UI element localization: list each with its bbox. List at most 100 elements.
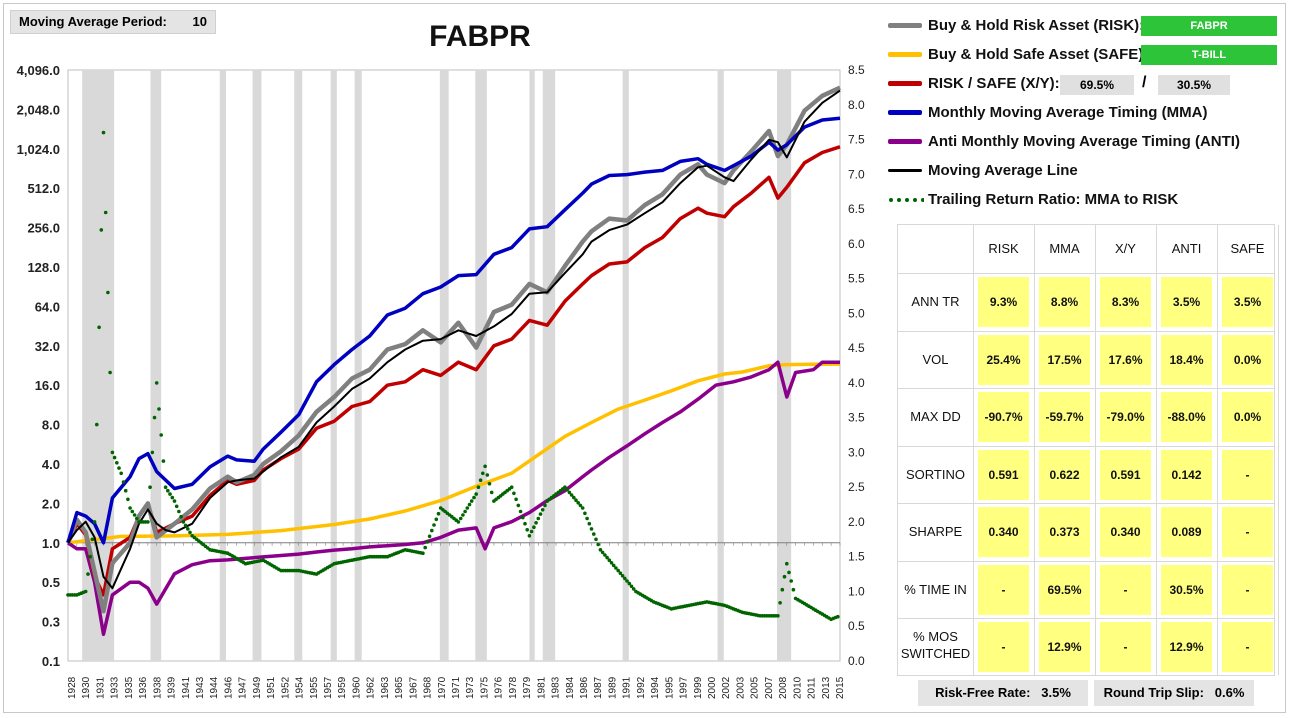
series-line-mma: [66, 116, 841, 545]
y-left-tick-label: 4,096.0: [17, 63, 60, 78]
y-right-tick-label: 3.0: [848, 445, 865, 459]
ratio-dot: [478, 478, 483, 483]
x-tick-label: 2010: [792, 676, 803, 699]
series-line-risk: [65, 85, 841, 614]
xy-safe-pct-box[interactable]: 30.5%: [1158, 75, 1230, 95]
safe-ticker-box[interactable]: T-BILL: [1141, 45, 1277, 65]
moving-average-period-label: Moving Average Period:: [19, 14, 167, 29]
ratio-dot: [629, 584, 634, 589]
round-trip-slip-value[interactable]: 0.6%: [1214, 685, 1245, 700]
risk-free-rate-value[interactable]: 3.5%: [1041, 685, 1071, 700]
chart-title: FABPR: [429, 20, 531, 53]
ratio-dot: [436, 511, 441, 516]
recession-band: [252, 70, 262, 661]
x-tick-label: 1931: [95, 676, 106, 699]
ratio-dot: [126, 497, 130, 502]
x-tick-label: 1951: [266, 676, 277, 699]
ratio-dot: [789, 579, 793, 583]
ratio-dot: [170, 495, 175, 500]
stats-cell: 0.591: [1100, 449, 1151, 500]
ratio-dot: [587, 521, 592, 526]
y-left-tick-label: 1,024.0: [17, 142, 60, 157]
x-tick-label: 1997: [679, 676, 690, 699]
stats-grid-hline: [898, 273, 1274, 274]
xy-risk-pct-box[interactable]: 69.5%: [1060, 75, 1134, 95]
stats-cell: 12.9%: [1161, 622, 1212, 672]
y-left-tick-label: 2.0: [42, 496, 60, 511]
ratio-dot: [177, 509, 181, 514]
stats-row-label-line: SWITCHED: [900, 646, 971, 661]
recession-band: [622, 70, 629, 661]
recession-band: [439, 70, 449, 661]
x-tick-label: 1983: [551, 676, 562, 699]
y-left-tick-label: 4.0: [42, 457, 60, 472]
ratio-dot: [430, 528, 434, 533]
stats-grid-hline: [898, 330, 1274, 332]
stats-cell: -90.7%: [978, 392, 1029, 442]
y-right-tick-label: 4.5: [848, 341, 865, 355]
stats-cell: -88.0%: [1161, 392, 1212, 442]
ratio-dot: [620, 574, 625, 578]
y-right-tick-label: 1.0: [848, 584, 865, 598]
y-right-tick-label: 7.0: [848, 167, 865, 181]
ratio-dot: [423, 545, 428, 550]
report-frame: [3, 3, 1286, 713]
y-right-tick-label: 6.5: [848, 202, 865, 216]
ratio-dot: [778, 601, 782, 605]
ratio-dot: [600, 550, 605, 555]
legend-anti-swatch: [888, 139, 922, 144]
ratio-dot: [174, 504, 179, 509]
x-tick-label: 1938: [152, 676, 163, 699]
x-tick-label: 1933: [110, 676, 121, 699]
x-tick-label: 1939: [167, 676, 178, 699]
x-tick-label: 1935: [124, 676, 135, 699]
y-left-tick-label: 32.0: [35, 339, 60, 354]
stats-cell: -: [978, 564, 1029, 615]
legend-ma-line-swatch: [888, 169, 922, 172]
ratio-dot: [589, 527, 594, 531]
risk-ticker-box[interactable]: FABPR: [1141, 16, 1277, 36]
ratio-dot: [625, 579, 629, 583]
stats-cell: 0.622: [1039, 449, 1090, 500]
moving-average-period-box[interactable]: Moving Average Period: 10: [10, 10, 216, 34]
x-tick-label: 2007: [764, 676, 775, 699]
ratio-dot: [525, 528, 529, 532]
stats-column-header: MMA: [1049, 241, 1080, 256]
x-tick-label: 1952: [280, 676, 291, 699]
ratio-dot: [132, 513, 137, 517]
ratio-dot: [785, 561, 789, 566]
stats-cell: 3.5%: [1222, 277, 1273, 327]
ratio-dot: [523, 521, 527, 526]
y-left-tick-label: 0.1: [42, 654, 60, 669]
x-tick-label: 1946: [223, 676, 234, 699]
y-right-tick-label: 8.0: [848, 98, 865, 112]
ratio-dot: [103, 210, 108, 215]
ratio-dot: [787, 570, 791, 575]
ratio-dot: [578, 503, 583, 508]
ratio-dot: [631, 587, 636, 591]
stats-grid-vline: [1156, 225, 1157, 675]
stats-cell: 0.373: [1039, 507, 1090, 557]
x-tick-label: 1943: [195, 676, 206, 699]
moving-average-period-value[interactable]: 10: [192, 14, 207, 29]
ratio-dot: [836, 614, 840, 619]
ratio-dot: [135, 516, 139, 521]
stats-row-label: SHARPE: [908, 524, 963, 539]
recession-band: [294, 70, 303, 661]
xy-slash: /: [1142, 74, 1147, 91]
ratio-dot: [130, 509, 135, 514]
stats-grid-hline: [898, 445, 1274, 447]
x-tick-label: 1968: [423, 676, 434, 699]
stats-cell: 17.5%: [1039, 334, 1090, 385]
stats-column-header: RISK: [988, 241, 1019, 256]
ratio-dot: [186, 527, 190, 531]
y-right-tick-label: 2.0: [848, 515, 865, 529]
legend-ratio-swatch: [889, 198, 924, 202]
x-tick-label: 1944: [209, 676, 220, 699]
recession-band: [354, 70, 362, 661]
ratio-dot: [92, 520, 97, 524]
ratio-dot: [456, 520, 461, 524]
ratio-dot: [596, 542, 600, 547]
ratio-dot: [580, 506, 585, 510]
ratio-dot: [181, 520, 186, 524]
